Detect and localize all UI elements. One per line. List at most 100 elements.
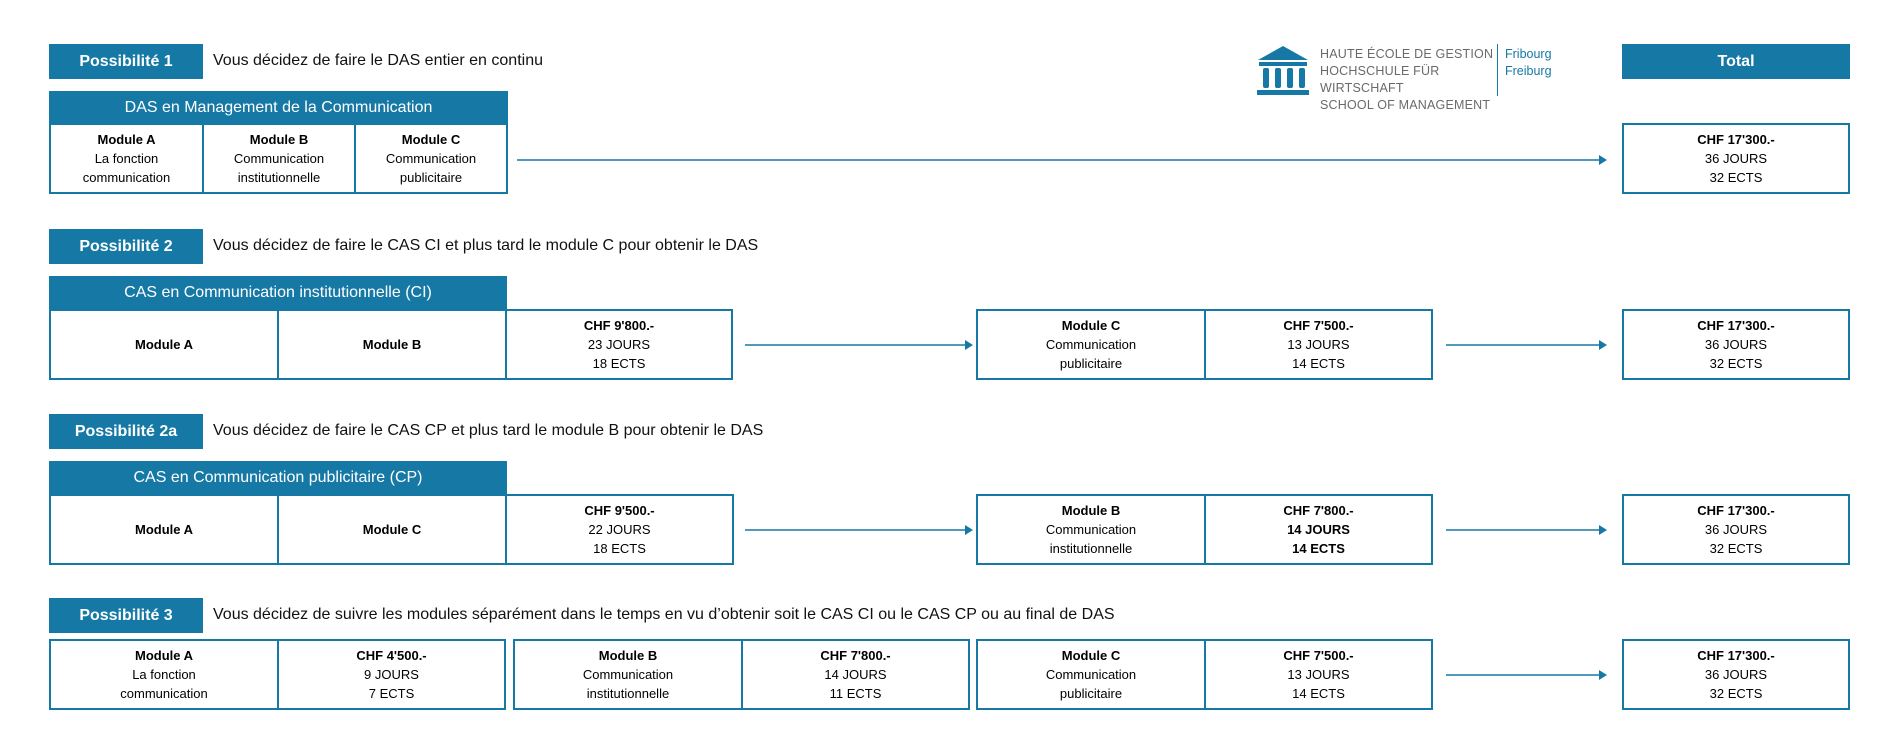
p1-tag: Possibilité 1 bbox=[49, 44, 203, 79]
days: 22 JOURS bbox=[588, 522, 651, 537]
total-days: 36 JOURS bbox=[1704, 667, 1768, 682]
price: CHF 7'500.- bbox=[1283, 648, 1354, 663]
total-header: Total bbox=[1622, 44, 1850, 79]
p2-module-a: Module A bbox=[49, 309, 279, 380]
module-title: Module B bbox=[1061, 503, 1121, 518]
p2-program-bar: CAS en Communication institutionnelle (C… bbox=[49, 276, 507, 310]
module-subtitle: Communication bbox=[1045, 522, 1137, 537]
module-subtitle: Communication bbox=[385, 151, 477, 166]
module-subtitle: publicitaire bbox=[399, 170, 463, 185]
ects: 18 ECTS bbox=[593, 541, 646, 556]
module-subtitle: institutionnelle bbox=[586, 686, 670, 701]
module-title: Module A bbox=[134, 337, 193, 352]
days: 9 JOURS bbox=[364, 667, 419, 682]
logo-line-1: HAUTE ÉCOLE DE GESTION bbox=[1320, 47, 1494, 61]
module-title: Module A bbox=[134, 648, 193, 663]
total-price: CHF 17'300.- bbox=[1697, 648, 1775, 663]
p3-module-a-price: CHF 4'500.- 9 JOURS 7 ECTS bbox=[277, 639, 506, 710]
building-columns-icon bbox=[1257, 46, 1309, 95]
logo-line-3: SCHOOL OF MANAGEMENT bbox=[1320, 98, 1491, 112]
p1-total: CHF 17'300.- 36 JOURS 32 ECTS bbox=[1622, 123, 1850, 194]
total-days: 36 JOURS bbox=[1704, 337, 1768, 352]
school-logo: HAUTE ÉCOLE DE GESTION HOCHSCHULE FÜR WI… bbox=[1254, 44, 1564, 112]
logo-divider bbox=[1497, 44, 1498, 96]
p2a-module-a: Module A bbox=[49, 494, 279, 565]
price: CHF 4'500.- bbox=[356, 648, 427, 663]
ects: 11 ECTS bbox=[829, 686, 882, 701]
price: CHF 7'800.- bbox=[1283, 503, 1354, 518]
p2a-total: CHF 17'300.- 36 JOURS 32 ECTS bbox=[1622, 494, 1850, 565]
total-price: CHF 17'300.- bbox=[1697, 318, 1775, 333]
days: 14 JOURS bbox=[1287, 522, 1350, 537]
p1-arrow bbox=[517, 154, 1607, 166]
total-ects: 32 ECTS bbox=[1709, 686, 1763, 701]
module-subtitle: La fonction bbox=[94, 151, 159, 166]
days: 13 JOURS bbox=[1287, 667, 1350, 682]
ects: 14 ECTS bbox=[1292, 686, 1345, 701]
p2-module-c-price: CHF 7'500.- 13 JOURS 14 ECTS bbox=[1204, 309, 1433, 380]
module-subtitle: publicitaire bbox=[1059, 356, 1123, 371]
p3-module-a: Module A La fonction communication bbox=[49, 639, 279, 710]
total-ects: 32 ECTS bbox=[1709, 541, 1763, 556]
module-subtitle: Communication bbox=[233, 151, 325, 166]
total-days: 36 JOURS bbox=[1704, 151, 1768, 166]
module-title: Module B bbox=[249, 132, 309, 147]
price: CHF 7'500.- bbox=[1283, 318, 1354, 333]
module-subtitle: institutionnelle bbox=[237, 170, 321, 185]
p2a-arrow-1 bbox=[745, 524, 973, 536]
logo-city-fr: Fribourg bbox=[1505, 47, 1552, 61]
p2a-module-c: Module C bbox=[277, 494, 507, 565]
days: 23 JOURS bbox=[587, 337, 651, 352]
p2a-arrow-2 bbox=[1446, 524, 1607, 536]
p1-module-a: Module A La fonction communication bbox=[49, 123, 204, 194]
days: 13 JOURS bbox=[1287, 337, 1350, 352]
p2a-description: Vous décidez de faire le CAS CP et plus … bbox=[213, 422, 764, 439]
ects: 7 ECTS bbox=[368, 686, 415, 701]
module-title: Module C bbox=[1061, 318, 1121, 333]
module-title: Module B bbox=[598, 648, 658, 663]
p2-tag: Possibilité 2 bbox=[49, 229, 203, 264]
p2a-module-b: Module B Communication institutionnelle bbox=[976, 494, 1206, 565]
module-subtitle: La fonction bbox=[132, 667, 196, 682]
p2-description: Vous décidez de faire le CAS CI et plus … bbox=[213, 237, 759, 254]
module-subtitle: communication bbox=[120, 686, 208, 701]
logo-line-2: HOCHSCHULE FÜR WIRTSCHAFT bbox=[1320, 64, 1440, 95]
p2-arrow-2 bbox=[1446, 339, 1607, 351]
module-title: Module B bbox=[362, 337, 422, 352]
total-price: CHF 17'300.- bbox=[1697, 503, 1775, 518]
module-subtitle: Communication bbox=[1045, 337, 1137, 352]
p1-description: Vous décidez de faire le DAS entier en c… bbox=[213, 52, 543, 69]
price: CHF 9'500.- bbox=[584, 503, 655, 518]
total-days: 36 JOURS bbox=[1704, 522, 1768, 537]
module-subtitle: communication bbox=[82, 170, 171, 185]
p1-program-bar: DAS en Management de la Communication bbox=[49, 91, 508, 125]
p3-tag: Possibilité 3 bbox=[49, 598, 203, 633]
p2a-program-bar: CAS en Communication publicitaire (CP) bbox=[49, 461, 507, 495]
p3-module-b-price: CHF 7'800.- 14 JOURS 11 ECTS bbox=[741, 639, 970, 710]
p3-description: Vous décidez de suivre les modules sépar… bbox=[213, 606, 1115, 623]
ects: 18 ECTS bbox=[592, 356, 646, 371]
p3-module-c-price: CHF 7'500.- 13 JOURS 14 ECTS bbox=[1204, 639, 1433, 710]
p3-total: CHF 17'300.- 36 JOURS 32 ECTS bbox=[1622, 639, 1850, 710]
price: CHF 9'800.- bbox=[583, 318, 655, 333]
p1-module-c: Module C Communication publicitaire bbox=[354, 123, 508, 194]
logo-city-de: Freiburg bbox=[1505, 64, 1552, 78]
days: 14 JOURS bbox=[824, 667, 887, 682]
module-title: Module A bbox=[134, 522, 193, 537]
price: CHF 7'800.- bbox=[820, 648, 891, 663]
p2-cas-price: CHF 9'800.- 23 JOURS 18 ECTS bbox=[505, 309, 733, 380]
module-title: Module C bbox=[362, 522, 422, 537]
ects: 14 ECTS bbox=[1292, 356, 1345, 371]
module-title: Module C bbox=[401, 132, 461, 147]
p2a-module-b-price: CHF 7'800.- 14 JOURS 14 ECTS bbox=[1204, 494, 1433, 565]
module-title: Module A bbox=[97, 132, 156, 147]
p2-module-b: Module B bbox=[277, 309, 507, 380]
module-title: Module C bbox=[1061, 648, 1121, 663]
p3-module-b: Module B Communication institutionnelle bbox=[513, 639, 743, 710]
p2a-cas-price: CHF 9'500.- 22 JOURS 18 ECTS bbox=[505, 494, 734, 565]
p2a-tag: Possibilité 2a bbox=[49, 414, 203, 449]
p2-total: CHF 17'300.- 36 JOURS 32 ECTS bbox=[1622, 309, 1850, 380]
total-ects: 32 ECTS bbox=[1709, 170, 1763, 185]
p1-module-b: Module B Communication institutionnelle bbox=[202, 123, 356, 194]
module-subtitle: Communication bbox=[1045, 667, 1137, 682]
